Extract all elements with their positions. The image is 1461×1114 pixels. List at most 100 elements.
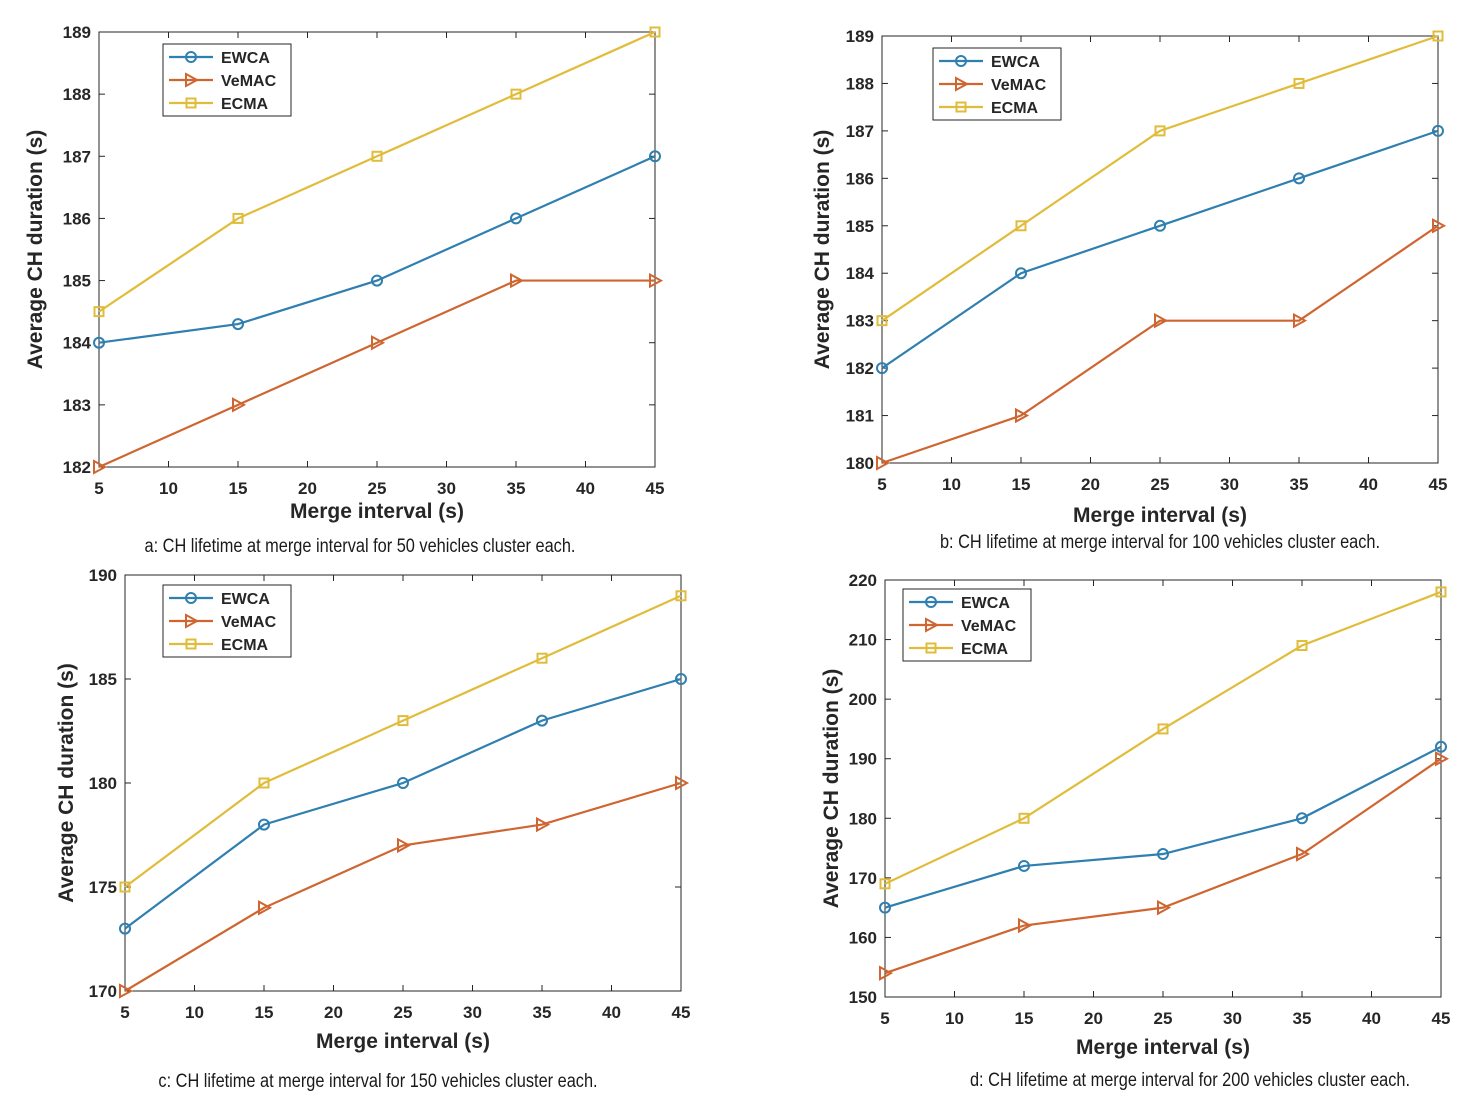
chart-c-x-tick-label: 35 [533,1003,552,1022]
chart-c-series-vemac-line [124,781,682,992]
chart-b: 5 10 15 20 25 30 35 40 45 180 181 182 183 184 185 186 18… [811,27,1447,552]
chart-b-legend-label-ecma: ECMA [991,100,1039,117]
chart-d-y-tick-label: 200 [849,690,877,709]
chart-b-x-tick-label: 5 [877,475,886,494]
chart-d-y-tick-label: 190 [849,750,877,769]
chart-d-ecma-point [1018,812,1030,824]
chart-a-x-tick-label: 25 [368,479,387,498]
chart-d-vemac-point [879,965,894,981]
chart-c-x-tick-label: 40 [602,1003,621,1022]
chart-c-y-tick-label: 190 [89,566,117,585]
chart-b-ewca-point [876,362,888,375]
chart-a-y-tick-label: 182 [63,458,91,477]
chart-c-ecma-point [536,652,548,664]
chart-a-x-tick-label: 45 [646,479,665,498]
chart-b-ecma-point [876,315,888,327]
chart-a-vemac-point [649,272,664,289]
chart-b-x-tick-label: 10 [942,475,961,494]
chart-a-y-tick-label: 188 [63,85,91,104]
chart-a-y-tick-label: 189 [63,23,91,42]
chart-d-ewca-point [1296,812,1308,825]
chart-a-ewca-point [93,336,105,349]
chart-a-ewca-point [510,212,522,225]
chart-d-ecma-point [1435,586,1447,598]
chart-b-vemac-point [1154,312,1169,329]
chart-c-x-axis-title: Merge interval (s) [316,1030,490,1053]
chart-d-x-tick-label: 20 [1084,1009,1103,1028]
chart-a-x-tick-label: 10 [159,479,178,498]
chart-b-y-tick-label: 184 [846,264,875,283]
chart-d-series-ewca-line [884,745,1442,909]
chart-b-x-tick-label: 40 [1359,475,1378,494]
chart-a-x-tick-label: 15 [229,479,248,498]
chart-c-y-tick-label: 180 [89,774,117,793]
chart-a-y-axis-title: Average CH duration (s) [24,130,47,370]
chart-b-y-tick-label: 189 [846,27,874,46]
chart-a-series-ewca-line [98,155,656,344]
chart-a: 5 10 15 20 25 30 35 40 45 182 183 184 185 186 187 188 18… [24,23,664,556]
chart-c-legend-label-ewca: EWCA [221,591,270,608]
chart-a-x-axis-title: Merge interval (s) [290,500,464,523]
chart-c-caption: c: CH lifetime at merge interval for 150… [158,1070,597,1091]
chart-d-y-tick-label: 170 [849,869,877,888]
chart-a-vemac-point [510,272,525,289]
chart-d-ecma-point [1296,640,1308,652]
chart-c-x-tick-label: 45 [672,1003,691,1022]
chart-a-y-tick-label: 187 [63,147,91,166]
chart-b-ecma-point [1432,30,1444,42]
chart-c-x-tick-label: 15 [255,1003,274,1022]
chart-b-y-tick-label: 183 [846,312,874,331]
chart-b-y-tick-label: 188 [846,74,874,93]
chart-c-series-ecma-line [124,594,682,888]
chart-b-legend: EWCA VeMAC ECMA [932,47,1062,121]
chart-b-ewca-point [1154,219,1166,232]
chart-c-vemac-point [397,837,412,854]
chart-c-vemac-point [536,816,551,833]
chart-a-series-ecma-line [98,30,656,313]
chart-b-y-tick-label: 182 [846,359,874,378]
chart-a-vemac-point [371,335,386,351]
chart-b-x-tick-label: 20 [1081,475,1100,494]
chart-d-x-tick-label: 30 [1223,1009,1242,1028]
chart-a-x-tick-label: 5 [94,479,103,498]
chart-d-ewca-point [1435,740,1447,753]
chart-c-legend-marker-vemac [185,613,200,629]
chart-c-y-tick-label: 170 [89,982,117,1001]
chart-d-legend-label-ewca: EWCA [961,595,1010,612]
chart-a-legend: EWCA VeMAC ECMA [162,43,292,117]
chart-d-x-tick-label: 45 [1432,1009,1451,1028]
chart-c-vemac-point [119,983,134,999]
chart-c-ecma-point [397,715,409,727]
chart-c: 5 10 15 20 25 30 35 40 45 170 175 180 185 190 Merge in… [55,566,690,1091]
chart-c-legend-label-vemac: VeMAC [221,614,277,631]
chart-c-y-tick-label: 175 [89,878,117,897]
chart-d-ecma-point [879,878,891,890]
chart-b-y-tick-label: 181 [846,407,874,426]
chart-b-ecma-point [1015,220,1027,232]
chart-a-series-vemac-line [98,279,655,469]
chart-a-y-tick-label: 183 [63,396,91,415]
chart-d-x-tick-label: 10 [945,1009,964,1028]
chart-b-ewca-point [1432,124,1444,137]
chart-a-ecma-point [510,88,522,100]
chart-b-legend-marker-vemac [955,76,970,92]
chart-b-series-ecma-line [881,34,1439,322]
chart-b-x-tick-label: 45 [1429,475,1448,494]
chart-c-vemac-point [258,900,273,916]
chart-c-x-tick-label: 30 [463,1003,482,1022]
chart-a-x-tick-label: 40 [576,479,595,498]
chart-c-vemac-point [675,775,690,791]
chart-c-ecma-point [119,881,131,893]
chart-d-legend-label-vemac: VeMAC [961,618,1017,635]
chart-a-y-tick-label: 184 [63,334,92,353]
chart-d-series-vemac-line [884,757,1442,975]
chart-c-legend-marker-ecma [185,638,197,650]
chart-c-ewca-point [397,777,409,789]
chart-a-y-tick-label: 185 [63,272,91,291]
chart-d: 5 10 15 20 25 30 35 40 45 150 160 170 180 190 200 210 22… [820,571,1450,1090]
chart-d-legend: EWCA VeMAC ECMA [902,588,1032,662]
chart-a-ecma-point [649,26,661,38]
chart-d-vemac-point [1435,751,1450,767]
chart-a-vemac-point [232,397,247,413]
chart-c-legend: EWCA VeMAC ECMA [162,584,292,658]
